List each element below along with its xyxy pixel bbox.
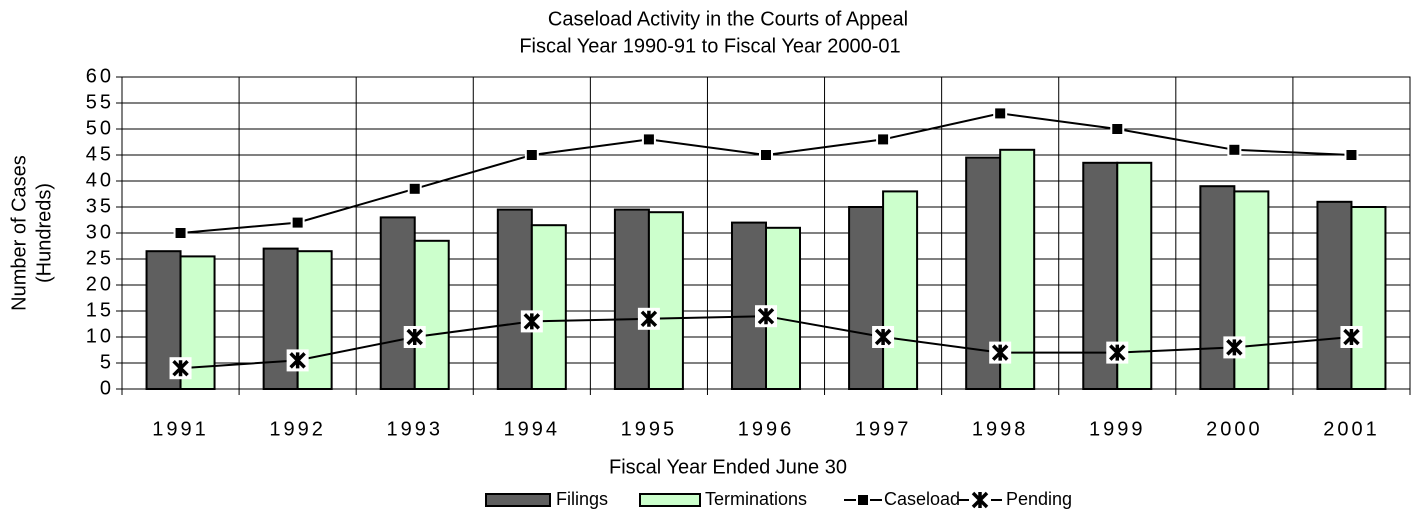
square-marker [290, 215, 305, 230]
marker-fill [175, 228, 186, 238]
asterisk-marker [755, 305, 777, 328]
y-tick-label: 10 [86, 325, 114, 347]
marker-fill [761, 150, 771, 160]
x-tick-label: 1998 [972, 418, 1029, 440]
asterisk-marker [520, 310, 543, 333]
y-axis-title: Number of Cases [8, 155, 30, 311]
y-tick-label: 15 [86, 299, 114, 321]
square-marker [759, 148, 773, 162]
y-tick-label: 40 [86, 169, 114, 191]
bar [882, 190, 919, 390]
x-axis-title: Fiscal Year Ended June 30 [609, 456, 847, 478]
square-marker [524, 148, 539, 162]
bar [1350, 206, 1387, 390]
bar [1233, 190, 1270, 390]
bar [496, 208, 533, 390]
marker-glyph [991, 344, 1009, 361]
square-marker [856, 493, 870, 507]
asterisk-marker [872, 326, 895, 348]
marker-fill [1112, 124, 1123, 134]
marker-fill [878, 134, 889, 145]
marker-glyph [640, 310, 658, 328]
marker-glyph [1109, 344, 1126, 361]
square-marker [1110, 122, 1125, 136]
asterisk-marker [1340, 326, 1363, 348]
marker-fill [1229, 144, 1240, 155]
marker-glyph [289, 352, 306, 369]
bar [613, 208, 650, 390]
marker-glyph [1226, 339, 1243, 356]
y-tick-label: 50 [86, 117, 114, 139]
legend-swatch [639, 493, 701, 507]
x-tick-label: 2001 [1323, 418, 1380, 440]
chart-title: Caseload Activity in the Courts of Appea… [548, 8, 908, 30]
marker-fill [995, 108, 1006, 119]
legend-label: Caseload [884, 489, 960, 509]
y-tick-label: 60 [86, 65, 114, 87]
x-tick-label: 1994 [504, 418, 561, 440]
x-tick-label: 1995 [621, 418, 678, 440]
asterisk-marker [1223, 336, 1246, 359]
y-tick-label: 30 [86, 221, 114, 243]
legend-swatch [485, 493, 551, 507]
square-marker [1344, 148, 1359, 162]
marker-glyph [406, 328, 423, 346]
y-tick-label: 0 [100, 377, 114, 399]
marker-glyph [874, 328, 892, 346]
asterisk-marker [169, 357, 192, 380]
bar [647, 211, 684, 390]
y-tick-label: 5 [100, 351, 114, 373]
x-tick-label: 1999 [1089, 418, 1146, 440]
x-tick-label: 1997 [855, 418, 912, 440]
x-tick-label: 1993 [386, 418, 443, 440]
y-tick-label: 55 [86, 91, 114, 113]
legend-label: Pending [1006, 489, 1072, 509]
marker-glyph [523, 313, 541, 330]
square-marker [993, 106, 1008, 121]
square-marker [1227, 142, 1242, 157]
asterisk-marker [637, 307, 660, 330]
asterisk-marker [969, 489, 991, 511]
bar [413, 239, 450, 390]
asterisk-marker [403, 326, 426, 348]
legend: Filings Terminations Caseload Pending [485, 489, 1072, 511]
y-tick-label: 45 [86, 143, 114, 165]
bar [1316, 200, 1353, 390]
marker-glyph [757, 307, 775, 325]
marker-fill [858, 495, 868, 505]
marker-fill [526, 150, 537, 160]
x-tick-label: 1996 [738, 418, 795, 440]
square-marker [407, 181, 422, 196]
bar [848, 206, 885, 390]
marker-fill [409, 183, 420, 194]
marker-fill [292, 217, 303, 228]
x-tick-label: 1992 [269, 418, 326, 440]
marker-fill [1346, 150, 1357, 160]
marker-glyph [971, 491, 989, 509]
bar [379, 216, 416, 390]
marker-glyph [172, 359, 189, 377]
bar [530, 224, 567, 390]
marker-glyph [1343, 328, 1360, 346]
bar [765, 226, 801, 390]
square-marker [173, 226, 188, 240]
y-tick-label: 35 [86, 195, 114, 217]
asterisk-marker [989, 341, 1012, 364]
y-tick-label: 25 [86, 247, 114, 269]
asterisk-marker [1106, 341, 1129, 364]
bar [1199, 185, 1236, 390]
y-tick-label: 20 [86, 273, 114, 295]
legend-label: Terminations [705, 489, 807, 509]
asterisk-marker [286, 349, 309, 372]
y-axis-title: (Hundreds) [33, 183, 55, 283]
x-tick-label: 2000 [1206, 418, 1263, 440]
marker-fill [643, 134, 654, 145]
chart-subtitle: Fiscal Year 1990-91 to Fiscal Year 2000-… [519, 35, 900, 57]
square-marker [876, 132, 891, 147]
legend-label: Filings [556, 489, 608, 509]
square-marker [641, 132, 656, 147]
x-tick-label: 1991 [152, 418, 209, 440]
